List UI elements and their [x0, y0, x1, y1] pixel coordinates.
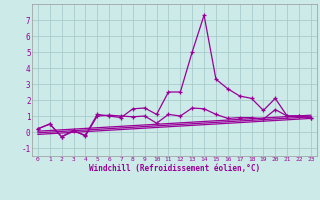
X-axis label: Windchill (Refroidissement éolien,°C): Windchill (Refroidissement éolien,°C) [89, 164, 260, 173]
